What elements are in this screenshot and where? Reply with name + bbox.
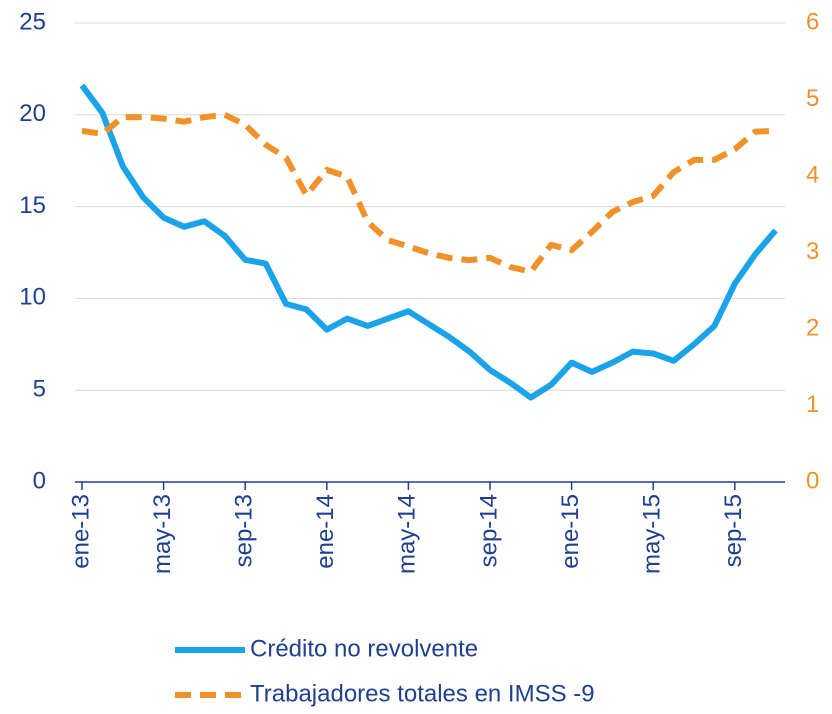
x-tick-label: ene-15	[557, 494, 584, 569]
y2-tick-label: 4	[806, 161, 819, 188]
y-tick-label: 5	[33, 376, 46, 403]
series-line	[81, 111, 776, 275]
x-tick-label: sep-14	[475, 494, 502, 567]
x-tick-label: sep-13	[231, 494, 258, 567]
y-tick-label: 10	[19, 284, 46, 311]
y2-tick-label: 2	[806, 314, 819, 341]
y2-tick-label: 3	[806, 238, 819, 265]
y-tick-label: 15	[19, 192, 46, 219]
legend-label: Trabajadores totales en IMSS -9	[250, 680, 595, 707]
x-tick-label: ene-14	[312, 494, 339, 569]
y2-tick-label: 6	[806, 8, 819, 35]
x-tick-label: may-15	[639, 494, 666, 574]
y-tick-label: 25	[19, 8, 46, 35]
y-tick-label: 20	[19, 100, 46, 127]
y2-tick-label: 5	[806, 85, 819, 112]
y2-tick-label: 0	[806, 467, 819, 494]
x-tick-label: sep-15	[720, 494, 747, 567]
y-tick-label: 0	[33, 467, 46, 494]
x-tick-label: may-14	[394, 494, 421, 574]
x-tick-label: ene-13	[67, 494, 94, 569]
legend-label: Crédito no revolvente	[250, 635, 478, 662]
x-tick-label: may-13	[149, 494, 176, 574]
series-line	[79, 83, 778, 401]
y2-tick-label: 1	[806, 391, 819, 418]
